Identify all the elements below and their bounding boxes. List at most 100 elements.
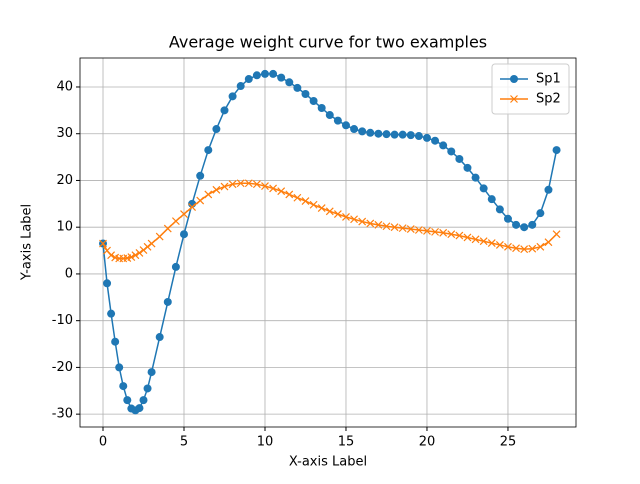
- marker: [333, 210, 342, 219]
- y-tick-label: 30: [56, 126, 73, 141]
- marker: [269, 184, 278, 193]
- marker: [495, 241, 504, 249]
- marker: [463, 233, 472, 242]
- marker: [552, 146, 561, 155]
- marker: [135, 404, 144, 413]
- y-tick-label: 10: [56, 220, 73, 235]
- y-tick-label: 20: [56, 173, 73, 188]
- marker: [495, 205, 504, 214]
- x-tick-label: 25: [500, 435, 517, 450]
- marker: [196, 171, 205, 180]
- marker: [512, 220, 521, 229]
- marker: [204, 146, 213, 155]
- marker: [228, 92, 237, 101]
- marker: [520, 223, 529, 232]
- marker: [350, 125, 359, 134]
- marker: [179, 230, 188, 239]
- legend-marker: [510, 95, 518, 103]
- marker: [544, 185, 553, 194]
- marker: [163, 224, 172, 233]
- marker: [341, 121, 350, 130]
- legend-label: Sp2: [536, 92, 561, 107]
- marker: [293, 83, 302, 92]
- marker: [455, 154, 464, 163]
- marker: [463, 163, 472, 172]
- marker: [309, 200, 318, 209]
- marker: [325, 207, 334, 216]
- marker: [317, 104, 326, 113]
- marker: [309, 96, 318, 105]
- marker: [103, 279, 112, 288]
- marker: [358, 217, 367, 226]
- x-tick-label: 0: [99, 435, 107, 450]
- marker: [479, 237, 488, 246]
- marker: [285, 78, 294, 87]
- marker: [382, 130, 391, 139]
- marker: [147, 368, 156, 377]
- marker: [431, 136, 440, 145]
- marker: [180, 210, 188, 219]
- marker: [325, 111, 334, 120]
- marker: [398, 130, 407, 139]
- marker: [374, 220, 383, 229]
- x-axis-label: X-axis Label: [289, 455, 367, 470]
- marker: [512, 244, 520, 253]
- marker: [447, 147, 456, 156]
- marker: [260, 69, 269, 78]
- y-tick-label: 40: [56, 79, 73, 94]
- marker: [244, 75, 253, 84]
- plot-frame: [79, 57, 577, 428]
- marker: [115, 363, 124, 372]
- y-axis-label: Y-axis Label: [20, 204, 35, 281]
- marker: [447, 230, 456, 239]
- marker: [269, 69, 278, 78]
- marker: [236, 82, 245, 91]
- marker: [244, 179, 253, 188]
- y-tick-label: -10: [52, 313, 73, 328]
- marker: [135, 248, 144, 257]
- marker: [171, 262, 180, 271]
- marker: [382, 222, 391, 231]
- y-tick-label: -30: [52, 407, 73, 422]
- marker: [236, 179, 245, 188]
- y-tick-label: 0: [65, 266, 73, 281]
- marker: [398, 224, 407, 233]
- marker: [536, 242, 545, 251]
- y-tick-label: -20: [52, 360, 73, 375]
- marker: [390, 223, 399, 232]
- marker: [350, 215, 359, 224]
- marker: [317, 204, 326, 212]
- marker: [155, 232, 164, 241]
- marker: [111, 337, 120, 346]
- marker: [204, 190, 213, 199]
- marker: [285, 190, 294, 199]
- marker: [366, 219, 375, 228]
- marker: [455, 231, 464, 240]
- marker: [228, 180, 237, 189]
- legend-marker: [510, 75, 518, 83]
- marker: [528, 220, 537, 229]
- marker: [414, 226, 423, 234]
- marker: [155, 333, 164, 342]
- x-tick-label: 5: [180, 435, 188, 450]
- marker: [99, 239, 107, 248]
- marker: [107, 251, 116, 260]
- marker: [431, 227, 439, 236]
- marker: [143, 384, 152, 393]
- marker: [471, 235, 480, 244]
- x-tick-label: 10: [257, 435, 274, 450]
- marker: [252, 71, 261, 80]
- x-tick-label: 20: [419, 435, 436, 450]
- marker: [220, 106, 229, 115]
- marker: [196, 196, 205, 205]
- x-tick-label: 15: [338, 435, 355, 450]
- marker: [479, 184, 488, 193]
- marker: [504, 242, 512, 251]
- marker: [252, 180, 261, 189]
- marker: [471, 173, 480, 182]
- marker: [358, 127, 367, 136]
- marker: [261, 182, 269, 190]
- legend-label: Sp1: [536, 72, 561, 87]
- marker: [544, 238, 553, 247]
